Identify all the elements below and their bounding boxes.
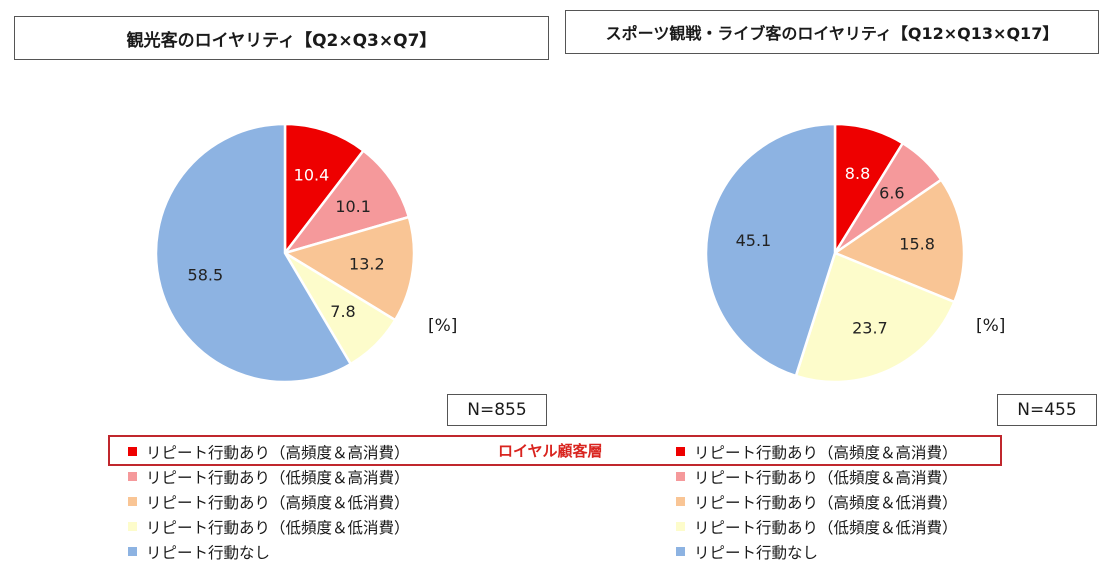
pie-chart-tourists: 10.4 10.1 13.2 7.8 58.5 — [154, 122, 416, 384]
legend-label-0-4: リピート行動なし — [146, 543, 271, 562]
legend-item-1-0: リピート行動あり（高頻度＆高消費） — [676, 439, 958, 464]
loyal-customer-label: ロイヤル顧客層 — [498, 442, 603, 460]
legend-label-0-3: リピート行動あり（低頻度＆低消費） — [146, 518, 410, 537]
legend-item-1-3: リピート行動あり（低頻度＆低消費） — [676, 514, 958, 539]
pie-value-label-1-2: 15.8 — [899, 235, 935, 254]
legend-swatch-0-3 — [128, 522, 137, 531]
legend-swatch-1-4 — [676, 547, 685, 556]
legend-item-0-2: リピート行動あり（高頻度＆低消費） — [128, 489, 410, 514]
pie-value-label-0-2: 13.2 — [349, 254, 385, 273]
legend-item-1-4: リピート行動なし — [676, 539, 958, 564]
pie-slice-1-4 — [704, 122, 837, 378]
legend-item-0-4: リピート行動なし — [128, 539, 410, 564]
legend-swatch-1-1 — [676, 472, 685, 481]
pie-slice-1-3 — [794, 251, 956, 384]
legend-item-0-1: リピート行動あり（低頻度＆高消費） — [128, 464, 410, 489]
legend-item-0-0: リピート行動あり（高頻度＆高消費） — [128, 439, 410, 464]
pie-slice-0-2 — [281, 215, 416, 322]
pie-value-label-0-4: 58.5 — [188, 265, 224, 284]
legend-swatch-0-0 — [128, 447, 137, 456]
pie-value-label-0-0: 10.4 — [294, 165, 330, 184]
legend-label-0-2: リピート行動あり（高頻度＆低消費） — [146, 493, 410, 512]
legend-label-1-2: リピート行動あり（高頻度＆低消費） — [694, 493, 958, 512]
pie-value-label-1-0: 8.8 — [845, 164, 870, 183]
pie-value-label-0-1: 10.1 — [335, 197, 371, 216]
pie-slice-0-4 — [154, 122, 353, 384]
legend-label-1-0: リピート行動あり（高頻度＆高消費） — [694, 443, 958, 462]
sample-size-left: N=855 — [447, 394, 547, 426]
pie-slice-0-0 — [283, 122, 366, 257]
legend-label-0-1: リピート行動あり（低頻度＆高消費） — [146, 468, 410, 487]
legend-label-1-4: リピート行動なし — [694, 543, 819, 562]
unit-label-right: [%] — [976, 316, 1006, 336]
pie-slice-0-1 — [281, 148, 411, 256]
pie-value-label-1-1: 6.6 — [879, 184, 904, 203]
legend-item-1-2: リピート行動あり（高頻度＆低消費） — [676, 489, 958, 514]
legend-item-1-1: リピート行動あり（低頻度＆高消費） — [676, 464, 958, 489]
legend-swatch-1-2 — [676, 497, 685, 506]
legend-left: リピート行動あり（高頻度＆高消費） リピート行動あり（低頻度＆高消費） リピート行動… — [128, 439, 410, 564]
legend-swatch-0-1 — [128, 472, 137, 481]
legend-label-1-1: リピート行動あり（低頻度＆高消費） — [694, 468, 958, 487]
unit-label-left: [%] — [428, 316, 458, 336]
pie-slice-1-2 — [832, 178, 966, 304]
legend-right: リピート行動あり（高頻度＆高消費） リピート行動あり（低頻度＆高消費） リピート行動… — [676, 439, 958, 564]
chart-title-left: 観光客のロイヤリティ【Q2×Q3×Q7】 — [14, 16, 549, 60]
chart-title-right: スポーツ観戦・ライブ客のロイヤリティ【Q12×Q13×Q17】 — [565, 10, 1099, 54]
pie-value-label-1-3: 23.7 — [852, 318, 888, 337]
sample-size-right: N=455 — [997, 394, 1097, 426]
pie-value-label-1-4: 45.1 — [736, 231, 772, 250]
legend-label-0-0: リピート行動あり（高頻度＆高消費） — [146, 443, 410, 462]
pie-value-label-0-3: 7.8 — [330, 302, 355, 321]
legend-swatch-1-0 — [676, 447, 685, 456]
legend-swatch-0-2 — [128, 497, 137, 506]
legend-swatch-1-3 — [676, 522, 685, 531]
pie-chart-sports-live: 8.8 6.6 15.8 23.7 45.1 — [704, 122, 966, 384]
legend-label-1-3: リピート行動あり（低頻度＆低消費） — [694, 518, 958, 537]
legend-item-0-3: リピート行動あり（低頻度＆低消費） — [128, 514, 410, 539]
legend-swatch-0-4 — [128, 547, 137, 556]
